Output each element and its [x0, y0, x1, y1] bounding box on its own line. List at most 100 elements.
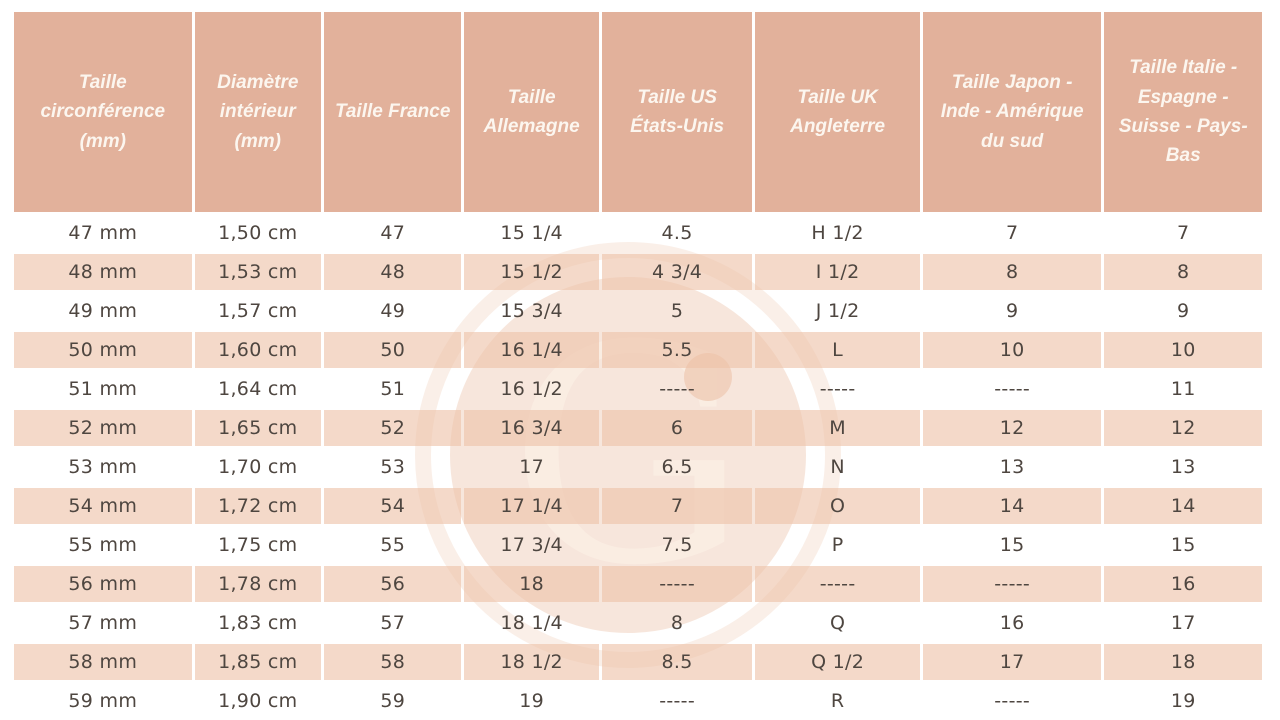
- table-cell: 50 mm: [14, 332, 192, 368]
- table-cell: 8: [922, 254, 1102, 290]
- table-cell: 53: [380, 456, 406, 478]
- table-cell: O: [755, 488, 920, 524]
- table-cell: 8.5: [601, 644, 753, 680]
- table-cell: -----: [659, 378, 695, 400]
- table-row: 55 mm 1,75 cm 55 17 3/4 7.5 P 15 15: [14, 527, 1262, 563]
- table-cell: 1,53 cm: [194, 254, 321, 290]
- table-cell: -----: [994, 378, 1031, 400]
- table-cell: 10: [1104, 332, 1262, 368]
- table-cell: 57 mm: [68, 612, 138, 634]
- table-cell: 55 mm: [68, 534, 138, 556]
- table-cell: I 1/2: [755, 254, 920, 290]
- table-cell: 7.5: [661, 534, 693, 556]
- column-header: Diamètre intérieur (mm): [194, 12, 321, 212]
- table-cell: 54: [323, 488, 462, 524]
- table-cell: 15: [1170, 534, 1196, 556]
- table-cell: 53 mm: [68, 456, 138, 478]
- table-cell: 56 mm: [14, 566, 192, 602]
- table-row: 53 mm 1,70 cm 53 17 6.5 N 13 13: [14, 449, 1262, 485]
- table-cell: 14: [1104, 488, 1262, 524]
- table-cell: 16: [1104, 566, 1262, 602]
- table-cell: 16 1/4: [464, 332, 599, 368]
- table-cell: 19: [1170, 690, 1196, 712]
- table-row: 50 mm 1,60 cm 50 16 1/4 5.5 L 10 10: [14, 332, 1262, 368]
- table-cell: 1,50 cm: [218, 222, 298, 244]
- table-cell: Q: [829, 612, 846, 634]
- table-cell: 4.5: [661, 222, 693, 244]
- table-cell: 18 1/4: [500, 612, 563, 634]
- table-cell: 5.5: [601, 332, 753, 368]
- table-cell: 57: [380, 612, 406, 634]
- column-header: Taille Allemagne: [464, 12, 599, 212]
- column-header: Taille US États-Unis: [601, 12, 753, 212]
- table-cell: 1,90 cm: [218, 690, 298, 712]
- table-cell: 15 3/4: [500, 300, 563, 322]
- table-cell: 18 1/2: [464, 644, 599, 680]
- table-cell: -----: [819, 378, 856, 400]
- table-cell: 52: [323, 410, 462, 446]
- table-row: 54 mm 1,72 cm 54 17 1/4 7 O 14 14: [14, 488, 1262, 524]
- table-row: 56 mm 1,78 cm 56 18 ----- ----- ----- 16: [14, 566, 1262, 602]
- table-cell: 1,60 cm: [194, 332, 321, 368]
- table-cell: 12: [1104, 410, 1262, 446]
- table-cell: 6: [601, 410, 753, 446]
- column-header: Taille France: [323, 12, 462, 212]
- table-cell: L: [755, 332, 920, 368]
- table-cell: P: [831, 534, 844, 556]
- table-cell: 7: [601, 488, 753, 524]
- table-cell: 17 3/4: [500, 534, 563, 556]
- table-cell: 1,72 cm: [194, 488, 321, 524]
- table-cell: 4 3/4: [601, 254, 753, 290]
- table-cell: 17: [922, 644, 1102, 680]
- table-cell: 5: [670, 300, 684, 322]
- table-cell: -----: [601, 566, 753, 602]
- table-cell: 1,65 cm: [194, 410, 321, 446]
- table-cell: 49: [380, 300, 406, 322]
- table-cell: 1,57 cm: [218, 300, 298, 322]
- table-cell: 18: [1104, 644, 1262, 680]
- table-cell: 13: [999, 456, 1025, 478]
- table-cell: Q 1/2: [755, 644, 920, 680]
- table-cell: 1,78 cm: [194, 566, 321, 602]
- table-cell: -----: [994, 690, 1031, 712]
- table-cell: 48: [323, 254, 462, 290]
- table-cell: 1,64 cm: [218, 378, 298, 400]
- table-cell: -----: [922, 566, 1102, 602]
- table-header: Taille circonférence (mm) Diamètre intéri…: [14, 12, 1262, 212]
- table-row: 47 mm 1,50 cm 47 15 1/4 4.5 H 1/2 7 7: [14, 215, 1262, 251]
- table-cell: 17: [519, 456, 545, 478]
- table-cell: 58 mm: [14, 644, 192, 680]
- table-cell: 12: [922, 410, 1102, 446]
- table-cell: 47: [380, 222, 406, 244]
- table-cell: 14: [922, 488, 1102, 524]
- table-cell: 9: [1177, 300, 1190, 322]
- table-cell: 1,70 cm: [218, 456, 298, 478]
- table-cell: 17 1/4: [464, 488, 599, 524]
- column-header: Taille Italie - Espagne - Suisse - Pays-…: [1104, 12, 1262, 212]
- table-cell: 16: [999, 612, 1025, 634]
- table-cell: 13: [1170, 456, 1196, 478]
- column-header: Taille Japon - Inde - Amérique du sud: [922, 12, 1102, 212]
- table-cell: H 1/2: [811, 222, 864, 244]
- table-cell: 1,85 cm: [194, 644, 321, 680]
- table-cell: -----: [659, 690, 695, 712]
- table-cell: 48 mm: [14, 254, 192, 290]
- table-row: 49 mm 1,57 cm 49 15 3/4 5 J 1/2 9 9: [14, 293, 1262, 329]
- table-cell: 51: [380, 378, 406, 400]
- table-cell: 7: [1177, 222, 1190, 244]
- table-row: 52 mm 1,65 cm 52 16 3/4 6 M 12 12: [14, 410, 1262, 446]
- table-cell: 19: [519, 690, 545, 712]
- table-cell: 59: [380, 690, 406, 712]
- header-row: Taille circonférence (mm) Diamètre intéri…: [14, 12, 1262, 212]
- table-cell: 18: [464, 566, 599, 602]
- table-row: 51 mm 1,64 cm 51 16 1/2 ----- ----- ----- 11: [14, 371, 1262, 407]
- table-cell: 1,75 cm: [218, 534, 298, 556]
- table-cell: 51 mm: [68, 378, 138, 400]
- ring-size-table: Taille circonférence (mm) Diamètre intéri…: [11, 9, 1265, 720]
- table-cell: 54 mm: [14, 488, 192, 524]
- table-cell: 15: [999, 534, 1025, 556]
- column-header: Taille circonférence (mm): [14, 12, 192, 212]
- table-cell: J 1/2: [815, 300, 860, 322]
- table-cell: 9: [1005, 300, 1019, 322]
